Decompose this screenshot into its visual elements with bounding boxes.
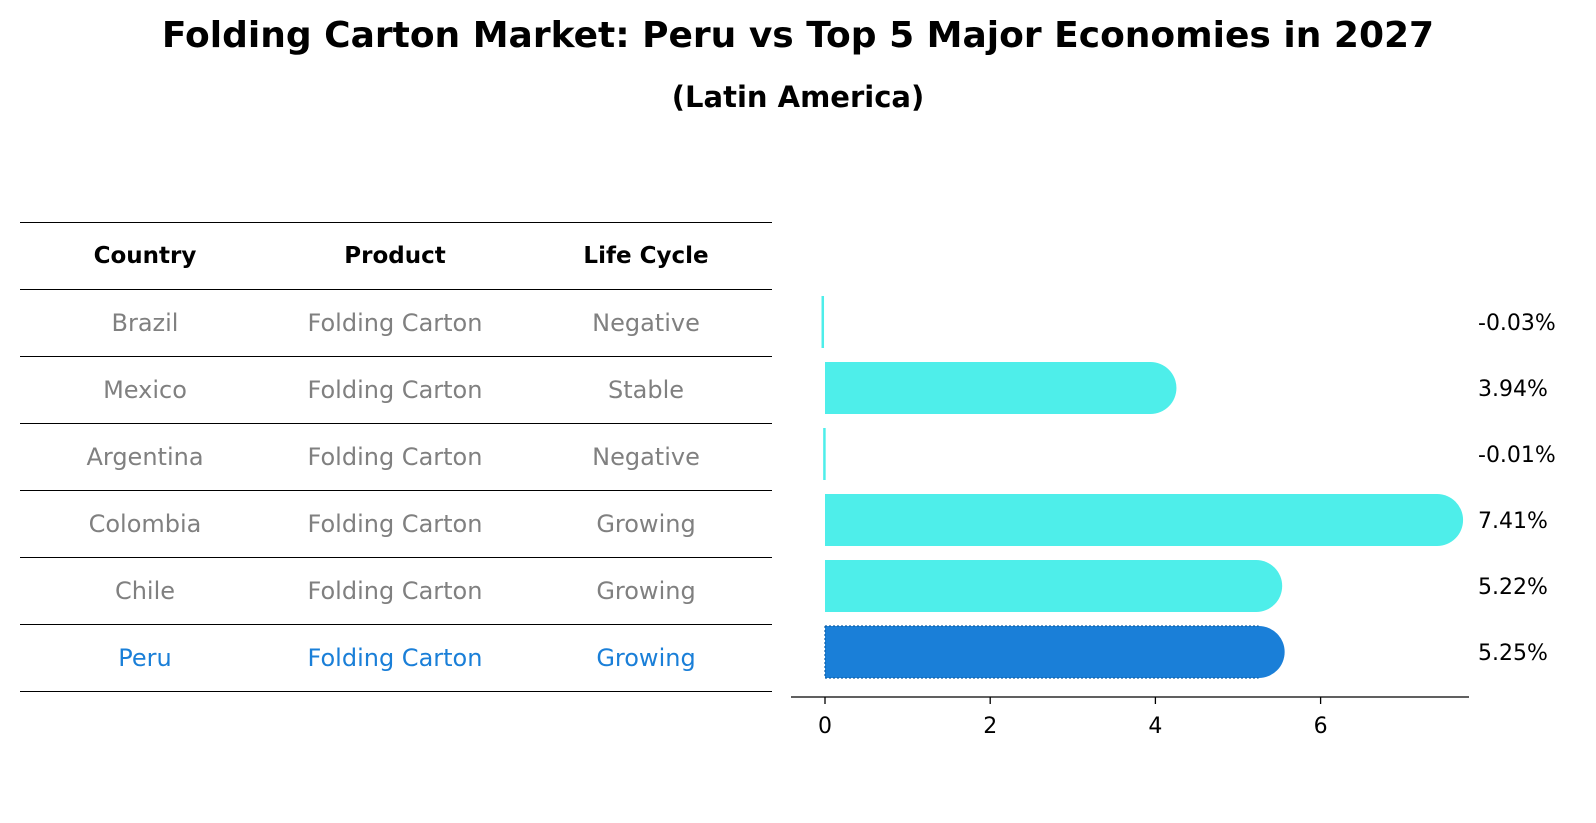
table-header-row: Country Product Life Cycle	[20, 222, 772, 290]
cell-life-cycle: Growing	[596, 577, 696, 605]
table-row: Colombia Folding Carton Growing	[20, 491, 772, 558]
value-label-brazil: -0.03%	[1478, 311, 1556, 336]
cell-country: Peru	[118, 644, 172, 672]
cell-product: Folding Carton	[307, 644, 483, 672]
cell-product: Folding Carton	[307, 376, 483, 404]
table-row: Brazil Folding Carton Negative	[20, 290, 772, 357]
value-label-argentina: -0.01%	[1478, 443, 1556, 468]
cell-life-cycle: Stable	[607, 376, 685, 404]
cell-life-cycle: Growing	[596, 510, 696, 538]
chart-title: Folding Carton Market: Peru vs Top 5 Maj…	[161, 15, 1435, 56]
bar-brazil	[821, 296, 825, 348]
table-row: Argentina Folding Carton Negative	[20, 424, 772, 491]
cell-life-cycle: Growing	[596, 644, 696, 672]
header-country: Country	[93, 243, 197, 269]
header-life-cycle: Life Cycle	[583, 243, 709, 269]
country-table: Country Product Life Cycle Brazil Foldin…	[20, 222, 772, 692]
value-label-mexico: 3.94%	[1478, 377, 1548, 402]
x-tick-label-6: 6	[1314, 714, 1328, 739]
cell-product: Folding Carton	[307, 510, 483, 538]
value-label-colombia: 7.41%	[1478, 509, 1548, 534]
x-tick-label-0: 0	[818, 714, 832, 739]
header-product: Product	[344, 243, 446, 269]
cell-country: Argentina	[86, 443, 204, 471]
table-row-highlight: Peru Folding Carton Growing	[20, 625, 772, 692]
cell-product: Folding Carton	[307, 443, 483, 471]
value-label-peru: 5.25%	[1478, 641, 1548, 666]
bar-argentina	[823, 428, 826, 480]
cell-product: Folding Carton	[307, 309, 483, 337]
table-row: Mexico Folding Carton Stable	[20, 357, 772, 424]
cell-country: Brazil	[111, 309, 179, 337]
x-tick-label-4: 4	[1148, 714, 1162, 739]
bar-colombia	[825, 494, 1464, 546]
bar-peru	[825, 626, 1285, 678]
cell-country: Mexico	[103, 376, 187, 404]
value-label-chile: 5.22%	[1478, 575, 1548, 600]
cell-life-cycle: Negative	[592, 443, 700, 471]
cell-country: Chile	[114, 577, 176, 605]
cell-life-cycle: Negative	[592, 309, 700, 337]
chart-subtitle: (Latin America)	[671, 80, 925, 114]
cell-country: Colombia	[88, 510, 202, 538]
x-tick-label-2: 2	[983, 714, 997, 739]
cell-product: Folding Carton	[307, 577, 483, 605]
bar-outline-peru	[824, 625, 1259, 679]
table-row: Chile Folding Carton Growing	[20, 558, 772, 625]
bar-chile	[825, 560, 1283, 612]
bar-mexico	[825, 362, 1177, 414]
